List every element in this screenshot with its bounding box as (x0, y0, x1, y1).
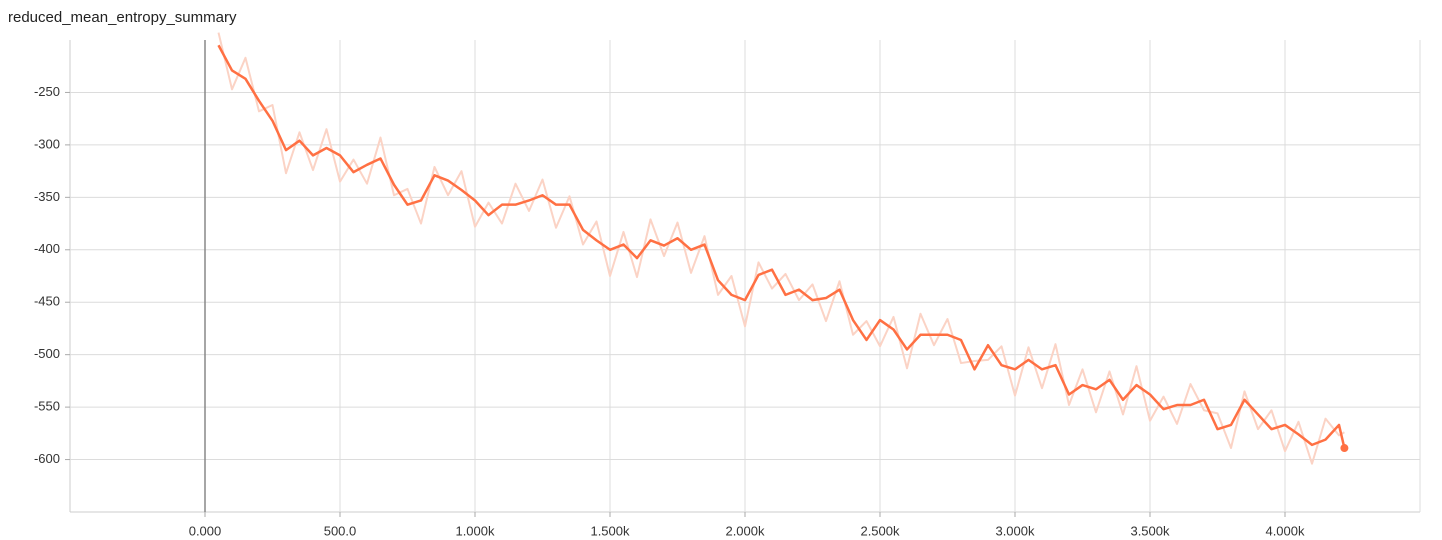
y-tick-label: -300 (34, 136, 60, 151)
smoothed-line (217, 44, 1346, 449)
x-tick-label: 4.000k (1265, 523, 1305, 538)
y-tick-label: -600 (34, 451, 60, 466)
x-tick-label: 3.000k (995, 523, 1035, 538)
end-point (1340, 444, 1349, 453)
y-tick-label: -350 (34, 189, 60, 204)
y-tick-label: -250 (34, 84, 60, 99)
x-tick-label: 2.500k (860, 523, 900, 538)
raw-line (217, 32, 1345, 465)
y-tick-label: -450 (34, 294, 60, 309)
x-tick-label: 2.000k (725, 523, 765, 538)
y-tick-label: -550 (34, 399, 60, 414)
y-tick-label: -400 (34, 241, 60, 256)
x-tick-label: 0.000 (189, 523, 222, 538)
x-tick-label: 1.000k (455, 523, 495, 538)
y-tick-label: -500 (34, 346, 60, 361)
x-tick-label: 1.500k (590, 523, 630, 538)
chart-title: reduced_mean_entropy_summary (8, 9, 237, 26)
x-tick-label: 3.500k (1130, 523, 1170, 538)
x-tick-label: 500.0 (324, 523, 357, 538)
